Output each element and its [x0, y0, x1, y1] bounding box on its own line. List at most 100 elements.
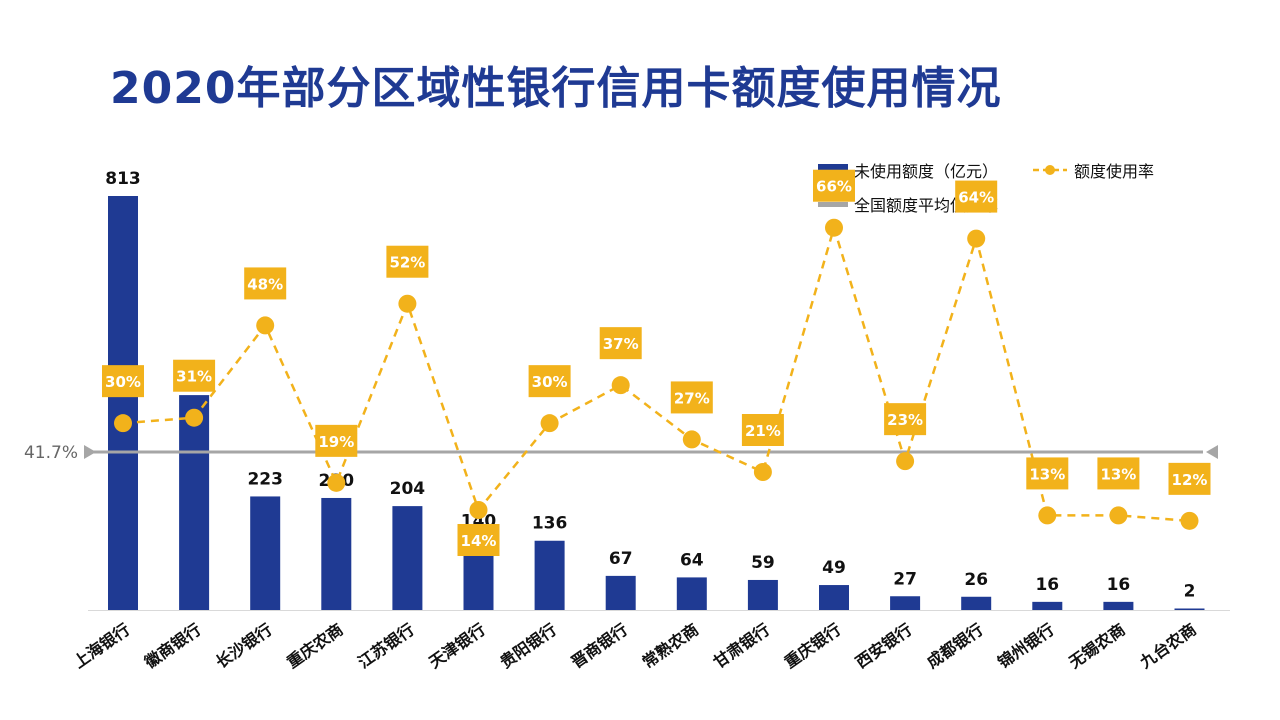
bar-2 — [179, 395, 210, 610]
bar-value-label: 27 — [893, 569, 917, 589]
rate-label-box — [315, 424, 358, 457]
x-tick-label: 无锡农商 — [1065, 620, 1129, 673]
rate-point-1 — [114, 414, 132, 433]
bar-value-label: 136 — [532, 514, 568, 534]
rate-value-label: 23% — [887, 411, 923, 429]
rate-value-label: 14% — [461, 532, 497, 550]
x-tick-label: 晋商银行 — [568, 620, 631, 672]
x-tick-label: 常熟农商 — [639, 620, 702, 672]
legend-rate-label: 额度使用率 — [1074, 162, 1155, 181]
bar-5 — [392, 506, 423, 610]
rate-point-4 — [327, 473, 346, 492]
bar-value-label: 26 — [964, 570, 988, 590]
rate-point-11 — [825, 218, 843, 237]
rate-label-box — [1026, 457, 1069, 490]
bar-11 — [819, 585, 849, 610]
bar-value-label: 16 — [1035, 575, 1059, 595]
rate-point-13 — [967, 229, 986, 248]
x-tick-label: 锦州银行 — [994, 620, 1057, 672]
bar-7 — [534, 540, 565, 610]
x-tick-label: 徽商银行 — [140, 620, 204, 673]
legend-line-swatch — [1033, 165, 1068, 175]
bar-8 — [605, 575, 636, 610]
x-tick-label: 甘肃银行 — [710, 620, 773, 672]
x-tick-label: 长沙银行 — [212, 620, 275, 672]
bar-3 — [250, 496, 281, 610]
bar-value-label: 16 — [1107, 575, 1131, 595]
bar-9 — [676, 577, 707, 610]
rate-label-box — [741, 414, 784, 447]
rate-value-label: 64% — [958, 189, 994, 207]
rate-value-label: 21% — [745, 422, 781, 440]
x-tick-label: 贵阳银行 — [497, 620, 560, 672]
legend-unused-label: 未使用额度（亿元） — [854, 162, 999, 181]
legend-rate: 额度使用率 — [1032, 158, 1154, 182]
bar-value-label: 59 — [751, 553, 775, 573]
bar-value-label: 204 — [390, 479, 426, 499]
rate-point-5 — [398, 294, 417, 313]
rate-point-7 — [540, 414, 559, 433]
bar-value-label: 64 — [680, 550, 704, 570]
rate-label-box — [1168, 462, 1211, 495]
rate-point-2 — [185, 408, 204, 427]
bar-12 — [890, 596, 921, 610]
rate-value-label: 27% — [674, 389, 710, 407]
bar-value-label: 67 — [609, 549, 633, 569]
bar-value-label: 223 — [247, 469, 283, 489]
x-tick-label: 重庆农商 — [283, 620, 346, 672]
rate-value-label: 12% — [1172, 471, 1208, 489]
rate-label-box — [955, 180, 998, 213]
bar-1 — [108, 196, 138, 610]
bar-14 — [1032, 601, 1063, 610]
rate-label-box — [457, 524, 500, 557]
rate-label-box — [386, 245, 429, 278]
rate-point-15 — [1109, 506, 1128, 525]
x-tick-label: 上海银行 — [70, 620, 133, 672]
rate-value-label: 13% — [1100, 465, 1136, 483]
x-tick-label: 九台农商 — [1136, 620, 1200, 673]
bar-13 — [961, 596, 992, 610]
rate-label-box — [173, 359, 216, 392]
rate-value-label: 52% — [389, 254, 425, 272]
rate-label-box — [884, 403, 927, 436]
rate-value-label: 66% — [816, 178, 852, 196]
x-tick-label: 江苏银行 — [354, 620, 417, 672]
rate-value-label: 30% — [532, 373, 568, 391]
rate-label-box — [813, 169, 855, 202]
rate-value-label: 48% — [247, 275, 283, 293]
bar-10 — [747, 579, 778, 610]
bar-16 — [1174, 608, 1205, 610]
rate-label-box — [1097, 457, 1140, 490]
rate-value-label: 13% — [1029, 465, 1065, 483]
x-tick-label: 成都银行 — [923, 620, 986, 672]
rate-point-12 — [896, 452, 915, 471]
x-tick-label: 西安银行 — [852, 620, 915, 672]
rate-point-14 — [1038, 506, 1057, 525]
rate-label-box — [244, 267, 287, 300]
rate-point-10 — [753, 463, 772, 482]
average-marker-left — [84, 445, 96, 459]
rate-point-6 — [469, 501, 488, 520]
bar-value-label: 813 — [105, 169, 141, 189]
bar-4 — [321, 497, 352, 610]
average-marker-right — [1206, 445, 1218, 459]
rate-point-16 — [1180, 511, 1199, 530]
chart-title: 2020年部分区域性银行信用卡额度使用情况 — [110, 63, 1002, 114]
rate-label-box — [670, 381, 713, 414]
rate-value-label: 37% — [603, 335, 639, 353]
bar-15 — [1103, 601, 1134, 610]
rate-value-label: 19% — [318, 433, 354, 451]
average-value-label: 41.7% — [24, 443, 78, 463]
x-tick-label: 重庆银行 — [781, 620, 844, 672]
rate-value-label: 30% — [105, 373, 141, 391]
rate-point-3 — [256, 316, 275, 335]
rate-point-8 — [611, 376, 630, 395]
x-tick-label: 天津银行 — [425, 620, 488, 672]
bar-value-label: 2 — [1184, 582, 1196, 602]
rate-label-box — [528, 365, 571, 398]
rate-value-label: 31% — [176, 368, 212, 386]
rate-line — [122, 223, 1190, 523]
rate-label-box — [102, 365, 144, 398]
legend-avg-swatch — [818, 201, 848, 207]
